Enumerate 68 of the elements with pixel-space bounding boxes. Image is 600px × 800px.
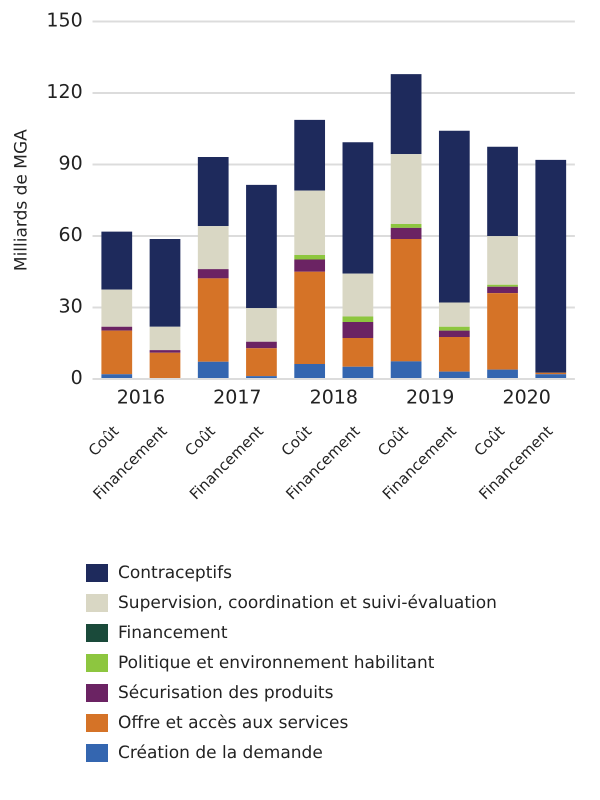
bar bbox=[342, 322, 374, 338]
legend-label: Création de la demande bbox=[118, 743, 323, 763]
bar bbox=[246, 348, 277, 376]
bar bbox=[294, 120, 326, 191]
bar bbox=[101, 232, 132, 290]
bar bbox=[246, 308, 277, 342]
bar bbox=[294, 364, 326, 378]
legend-label: Supervision, coordination et suivi-évaluation bbox=[118, 593, 497, 613]
bar bbox=[101, 330, 132, 374]
bar bbox=[390, 361, 422, 378]
bar bbox=[487, 370, 518, 378]
bar bbox=[487, 146, 518, 236]
bar bbox=[390, 228, 422, 240]
bar bbox=[342, 316, 374, 322]
bar bbox=[390, 74, 422, 154]
bar bbox=[198, 278, 229, 362]
bar bbox=[294, 272, 326, 364]
legend-label: Contraceptifs bbox=[118, 563, 232, 583]
bar bbox=[294, 255, 326, 260]
bar bbox=[390, 239, 422, 362]
bar bbox=[438, 337, 470, 372]
bar bbox=[150, 326, 180, 350]
bar bbox=[438, 330, 470, 338]
bar bbox=[487, 293, 518, 370]
bar bbox=[438, 326, 470, 331]
bar bbox=[150, 239, 180, 327]
bar bbox=[198, 157, 229, 226]
bar bbox=[198, 269, 229, 278]
bar bbox=[101, 374, 132, 378]
legend-label: Sécurisation des produits bbox=[118, 683, 334, 703]
text: 2019 bbox=[406, 386, 454, 408]
bar bbox=[487, 286, 518, 294]
y-tick-label: 30 bbox=[58, 295, 83, 318]
text: 2017 bbox=[213, 386, 262, 408]
bar bbox=[198, 362, 229, 378]
legend-label: Politique et environnement habilitant bbox=[118, 653, 434, 673]
bar bbox=[150, 352, 180, 378]
y-tick-label: 60 bbox=[58, 224, 83, 246]
bar bbox=[246, 184, 277, 308]
bar bbox=[294, 260, 326, 272]
text: 2016 bbox=[116, 386, 166, 408]
bar bbox=[101, 326, 132, 331]
bar bbox=[535, 160, 566, 373]
bar bbox=[487, 236, 518, 285]
bar bbox=[294, 190, 326, 256]
bar bbox=[101, 290, 132, 327]
y-tick-label: 120 bbox=[46, 80, 83, 103]
bar bbox=[438, 302, 470, 327]
bar bbox=[198, 226, 229, 270]
y-tick-label: 0 bbox=[70, 366, 83, 389]
bar bbox=[342, 366, 374, 378]
legend-label: Financement bbox=[118, 623, 228, 643]
bar bbox=[390, 154, 422, 224]
bar bbox=[438, 130, 470, 302]
bar bbox=[535, 374, 566, 378]
bar bbox=[342, 274, 374, 317]
bar bbox=[246, 342, 277, 348]
bar bbox=[342, 142, 374, 274]
text: 2020 bbox=[502, 386, 551, 408]
text: 2018 bbox=[310, 386, 358, 408]
y-axis-title: Milliards de MGA bbox=[12, 128, 32, 272]
bar bbox=[438, 372, 470, 378]
legend-label: Offre et accès aux services bbox=[118, 713, 348, 733]
bar bbox=[150, 350, 180, 353]
bar bbox=[390, 224, 422, 228]
bar bbox=[342, 338, 374, 367]
y-tick-label: 90 bbox=[58, 152, 83, 174]
y-tick-label: 150 bbox=[46, 9, 83, 32]
